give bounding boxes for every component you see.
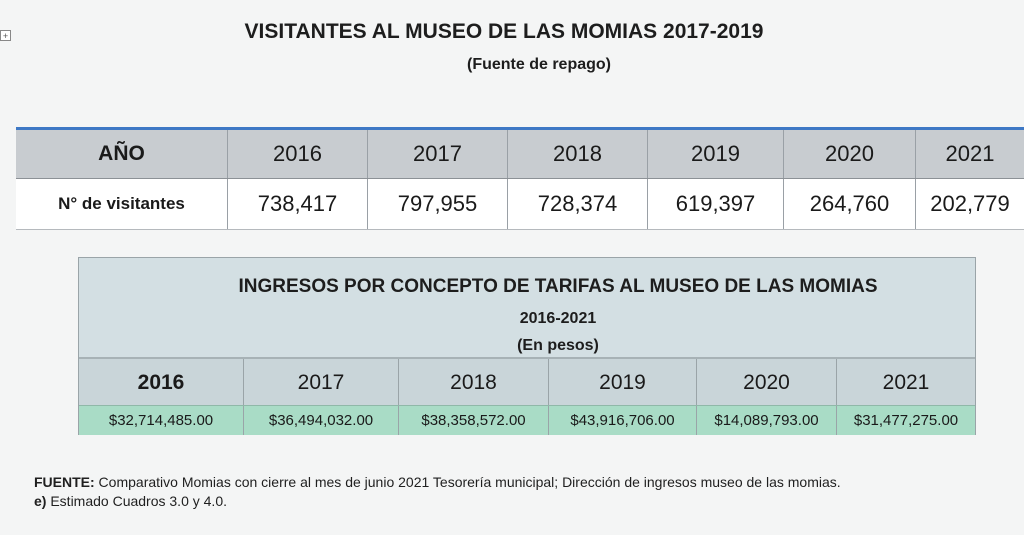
header-divider [16,127,1024,130]
visitors-cell: 202,779 [930,191,1010,216]
income-table: INGRESOS POR CONCEPTO DE TARIFAS AL MUSE… [78,257,976,435]
income-table-title: INGRESOS POR CONCEPTO DE TARIFAS AL MUSE… [238,276,878,297]
visitors-row-label: N° de visitantes [16,179,228,229]
year-cell: 2017 [368,130,508,178]
estimate-note-label: e) [34,493,47,509]
income-value-cell: $43,916,706.00 [549,406,697,435]
income-year-cell: 2016 [79,359,244,407]
visitors-table-title: VISITANTES AL MUSEO DE LAS MOMIAS 2017-2… [244,20,764,43]
visitors-cell: 619,397 [648,179,784,229]
income-year-row: 2016 2017 2018 2019 2020 2021 [79,357,975,407]
income-year-cell: 2019 [549,359,697,407]
visitors-cell: 264,760 [784,179,916,229]
year-header-row: AÑO 2016 2017 2018 2019 2020 2021 [16,130,1024,179]
visitors-table-subtitle: (Fuente de repago) [466,56,611,73]
year-cell: 2021 [945,141,995,166]
income-value-cell: $38,358,572.00 [399,406,549,435]
year-header-label: AÑO [16,130,228,178]
income-year-cell: 2017 [244,359,399,407]
income-table-units-subtitle: (En pesos) [517,337,599,354]
year-cell: 2018 [508,130,648,178]
table-move-handle-icon[interactable]: + [0,30,11,41]
year-cell: 2019 [648,130,784,178]
visitors-cell: 738,417 [228,179,368,229]
estimate-note-text: Estimado Cuadros 3.0 y 4.0. [46,493,227,509]
income-year-cell: 2018 [399,359,549,407]
income-table-years-subtitle: 2016-2021 [519,310,597,327]
income-value-cell: $31,477,275.00 [853,412,959,429]
income-year-cell: 2021 [882,371,930,394]
estimate-note: e) Estimado Cuadros 3.0 y 4.0. [34,493,227,509]
income-value-cell: $14,089,793.00 [697,406,837,435]
income-values-row: $32,714,485.00 $36,494,032.00 $38,358,57… [79,405,975,435]
source-note: FUENTE: Comparativo Momias con cierre al… [34,474,841,490]
year-cell: 2020 [784,130,916,178]
income-value-cell: $36,494,032.00 [244,406,399,435]
income-year-cell: 2020 [697,359,837,407]
visitors-cell: 797,955 [368,179,508,229]
source-note-label: FUENTE: [34,474,95,490]
income-value-cell: $32,714,485.00 [79,406,244,435]
visitors-cell: 728,374 [508,179,648,229]
visitors-row: N° de visitantes 738,417 797,955 728,374… [16,179,1024,230]
year-cell: 2016 [228,130,368,178]
source-note-text: Comparativo Momias con cierre al mes de … [94,474,841,490]
